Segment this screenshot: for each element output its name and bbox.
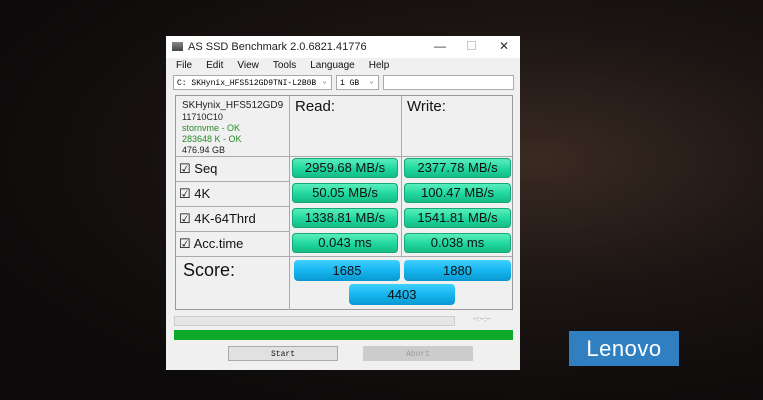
chevron-down-icon: ⌄: [369, 77, 374, 86]
app-icon: [172, 42, 183, 51]
drive-select-value: C: SKHynix_HFS512GD9TNI-L2B0B: [177, 79, 317, 88]
window-title: AS SSD Benchmark 2.0.6821.41776: [188, 41, 367, 53]
size-select-value: 1 GB: [340, 79, 360, 88]
maximize-button[interactable]: ☐: [466, 39, 477, 53]
write-result: 2377.78 MB/s: [404, 158, 511, 178]
lenovo-logo: Lenovo: [569, 331, 679, 366]
write-result: 1541.81 MB/s: [404, 208, 511, 228]
test-row-0: ☑ Seq: [179, 161, 217, 177]
write-result: 0.038 ms: [404, 233, 511, 253]
test-label: Seq: [194, 161, 218, 176]
test-row-1: ☑ 4K: [179, 186, 210, 202]
read-result: 2959.68 MB/s: [292, 158, 398, 178]
menu-tools[interactable]: Tools: [272, 60, 297, 71]
abort-button[interactable]: Abort: [363, 346, 473, 361]
read-result: 50.05 MB/s: [292, 183, 398, 203]
test-label: 4K-64Thrd: [194, 211, 256, 226]
menu-help[interactable]: Help: [368, 60, 390, 71]
menu-view[interactable]: View: [237, 60, 259, 71]
checkbox[interactable]: ☑: [179, 161, 191, 176]
menu-bar: File Edit View Tools Language Help: [176, 60, 403, 71]
chevron-down-icon: ⌄: [322, 77, 327, 86]
driver-status: stornvme - OK: [182, 123, 241, 133]
close-button[interactable]: ✕: [499, 39, 510, 53]
start-button[interactable]: Start: [228, 346, 338, 361]
checkbox[interactable]: ☑: [179, 211, 191, 226]
read-header: Read:: [295, 98, 336, 115]
test-label: 4K: [194, 186, 211, 201]
drive-model: SKHynix_HFS512GD9: [182, 100, 284, 111]
results-grid: SKHynix_HFS512GD9 11710C10 stornvme - OK…: [175, 95, 513, 310]
test-row-2: ☑ 4K-64Thrd: [179, 211, 256, 227]
read-result: 0.043 ms: [292, 233, 398, 253]
total-score: 4403: [349, 284, 455, 305]
drive-select[interactable]: C: SKHynix_HFS512GD9TNI-L2B0B ⌄: [173, 75, 332, 90]
drive-info: SKHynix_HFS512GD9 11710C10 stornvme - OK…: [182, 99, 283, 156]
test-label: Acc.time: [193, 236, 244, 251]
as-ssd-window: AS SSD Benchmark 2.0.6821.41776 — ☐ ✕ Fi…: [166, 36, 520, 370]
text-field[interactable]: [383, 75, 514, 90]
drive-firmware: 11710C10: [182, 112, 223, 122]
drive-capacity: 476.94 GB: [182, 145, 226, 155]
test-row-3: ☑ Acc.time: [179, 236, 243, 252]
read-score: 1685: [294, 260, 400, 281]
checkbox[interactable]: ☑: [179, 186, 191, 201]
write-header: Write:: [407, 98, 446, 115]
menu-file[interactable]: File: [176, 60, 193, 71]
write-score: 1880: [404, 260, 511, 281]
minimize-button[interactable]: —: [434, 39, 446, 53]
size-select[interactable]: 1 GB ⌄: [336, 75, 379, 90]
overall-progress-fill: [174, 330, 513, 340]
menu-language[interactable]: Language: [310, 60, 355, 71]
menu-edit[interactable]: Edit: [206, 60, 224, 71]
overall-progress-bar: [174, 330, 513, 340]
test-progress-bar: [174, 316, 455, 326]
elapsed-timer: --:--:--: [473, 316, 491, 323]
score-label: Score:: [183, 260, 236, 280]
read-result: 1338.81 MB/s: [292, 208, 398, 228]
write-result: 100.47 MB/s: [404, 183, 511, 203]
alignment-status: 283648 K - OK: [182, 134, 242, 144]
checkbox[interactable]: ☑: [179, 236, 191, 251]
title-bar: AS SSD Benchmark 2.0.6821.41776 — ☐ ✕: [166, 36, 520, 58]
